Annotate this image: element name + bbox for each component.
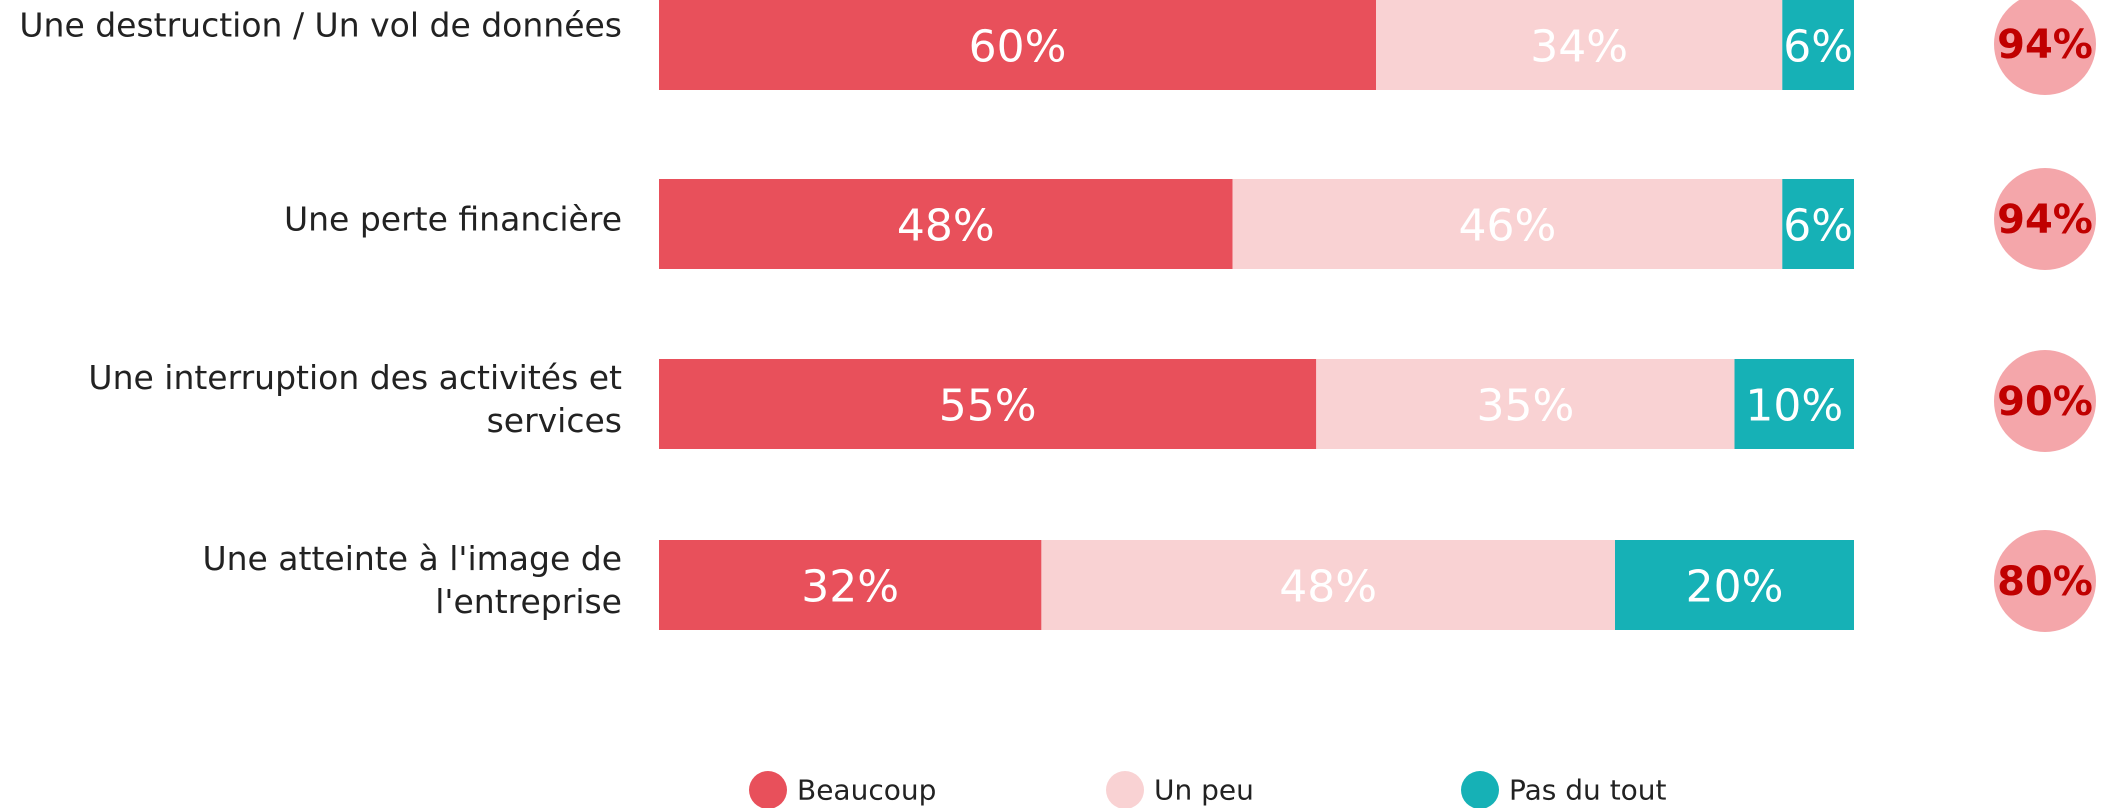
value-label: 32% <box>801 562 899 613</box>
value-label: 60% <box>969 22 1067 73</box>
total-circle <box>1994 168 2096 270</box>
legend-label: Un peu <box>1154 774 1254 807</box>
value-label: 34% <box>1530 22 1628 73</box>
value-label: 55% <box>939 381 1037 432</box>
value-label: 35% <box>1476 381 1574 432</box>
legend-swatch <box>1106 771 1144 808</box>
bar-segment <box>659 540 1042 630</box>
total-label: 94% <box>1997 197 2093 243</box>
category-label: Une atteinte à l'image de l'entreprise <box>202 539 622 621</box>
category-label: Une destruction / Un vol de données <box>19 5 622 45</box>
total-label: 90% <box>1997 379 2093 425</box>
legend-label: Beaucoup <box>797 774 936 807</box>
value-label: 20% <box>1686 562 1784 613</box>
total-label: 80% <box>1997 559 2093 605</box>
bar-segment <box>1615 540 1854 630</box>
bar-segment <box>1734 359 1854 449</box>
value-label: 48% <box>897 201 995 252</box>
total-circle <box>1994 350 2096 452</box>
total-circle <box>1994 0 2096 95</box>
value-label: 48% <box>1279 562 1377 613</box>
category-label: Une perte financière <box>283 199 622 239</box>
bar-segment <box>1782 179 1854 269</box>
legend-swatch <box>1461 771 1499 808</box>
category-label: Une interruption des activités et servic… <box>88 358 622 440</box>
value-label: 6% <box>1783 201 1853 252</box>
bar-segment <box>659 0 1376 90</box>
bar-segment <box>1232 179 1783 269</box>
legend-label: Pas du tout <box>1509 774 1667 807</box>
legend-swatch <box>749 771 787 808</box>
bar-segment <box>1376 0 1783 90</box>
value-label: 6% <box>1783 22 1853 73</box>
total-label: 94% <box>1997 22 2093 68</box>
value-label: 46% <box>1459 201 1557 252</box>
bar-segment <box>659 359 1317 449</box>
total-circle <box>1994 530 2096 632</box>
bar-segment <box>659 179 1233 269</box>
bar-segment <box>1041 540 1615 630</box>
bar-segment <box>1782 0 1854 90</box>
bar-segment <box>1316 359 1735 449</box>
value-label: 10% <box>1745 381 1843 432</box>
